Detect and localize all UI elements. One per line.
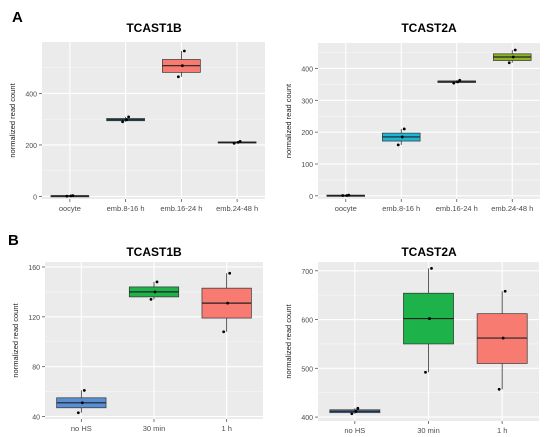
data-point [347,193,351,197]
data-point [511,55,515,59]
data-point [513,48,517,52]
x-tick-label: emb.8-16 h [382,204,420,213]
y-tick-label: 300 [301,98,313,105]
x-tick-label: emb.24-48 h [216,204,258,213]
y-tick-label: 400 [25,91,37,98]
y-tick-label: 200 [25,143,37,150]
data-point [226,301,230,305]
chart-title: TCAST1B [126,245,182,259]
data-point [402,127,406,131]
data-point [428,317,431,320]
x-tick-label: oocyte [59,204,81,213]
panel-label-b: B [8,232,19,249]
data-point [176,75,180,79]
y-tick-label: 600 [301,318,313,325]
data-point [497,387,501,391]
x-tick-label: oocyte [335,204,357,213]
chart-title: TCAST2A [401,245,457,259]
y-tick-label: 80 [32,365,40,372]
data-point [155,280,159,284]
data-point [501,336,505,340]
data-point [430,266,433,270]
data-point [400,135,404,139]
x-tick-label: 30 min [417,426,440,435]
data-point [80,401,84,405]
data-point [341,194,345,197]
data-point [180,64,184,68]
data-point [507,61,511,65]
data-point [458,78,462,82]
plot-background [42,42,265,199]
plot-background [318,43,540,199]
y-tick-label: 200 [301,130,313,137]
data-point [76,411,80,415]
data-point [350,412,354,416]
data-point [424,370,427,374]
chart-title: TCAST1B [126,21,182,35]
panel-label-a: A [12,9,23,26]
data-point [65,194,69,198]
y-tick-label: 120 [28,315,40,322]
y-tick-label: 40 [32,415,40,422]
data-point [354,409,358,413]
y-tick-label: 400 [301,415,313,422]
data-point [182,49,186,53]
y-tick-label: 160 [28,265,40,272]
data-point [356,406,360,410]
x-tick-label: no HS [344,426,365,435]
data-point [149,297,153,301]
data-point [125,118,129,122]
data-point [127,115,131,119]
y-axis-label: normalized read count [284,83,293,158]
y-tick-label: 0 [33,194,37,201]
x-tick-label: 1 h [221,424,231,433]
data-point [503,289,507,293]
data-point [222,330,226,334]
data-point [71,194,75,198]
x-tick-label: 30 min [143,424,166,433]
data-point [121,120,125,124]
y-axis-label: normalized read count [284,303,293,378]
y-axis-label: normalized read count [8,82,17,157]
y-axis-label: normalized read count [11,302,20,377]
x-tick-label: emb.8-16 h [107,204,145,213]
data-point [232,142,236,145]
y-tick-label: 700 [301,269,313,276]
y-tick-label: 0 [309,194,313,201]
data-point [82,388,86,392]
data-point [456,80,460,84]
y-tick-label: 500 [301,366,313,373]
data-point [452,81,456,85]
x-tick-label: 1 h [497,426,507,435]
chart-title: TCAST2A [401,21,457,35]
y-tick-label: 100 [301,162,313,169]
data-point [228,271,232,275]
data-point [153,290,157,294]
data-point [396,143,400,147]
x-tick-label: emb.16-24 h [160,204,202,213]
data-point [238,139,242,143]
y-tick-label: 400 [301,66,313,73]
x-tick-label: emb.16-24 h [436,204,478,213]
x-tick-label: no HS [71,424,92,433]
x-tick-label: emb.24-48 h [491,204,533,213]
